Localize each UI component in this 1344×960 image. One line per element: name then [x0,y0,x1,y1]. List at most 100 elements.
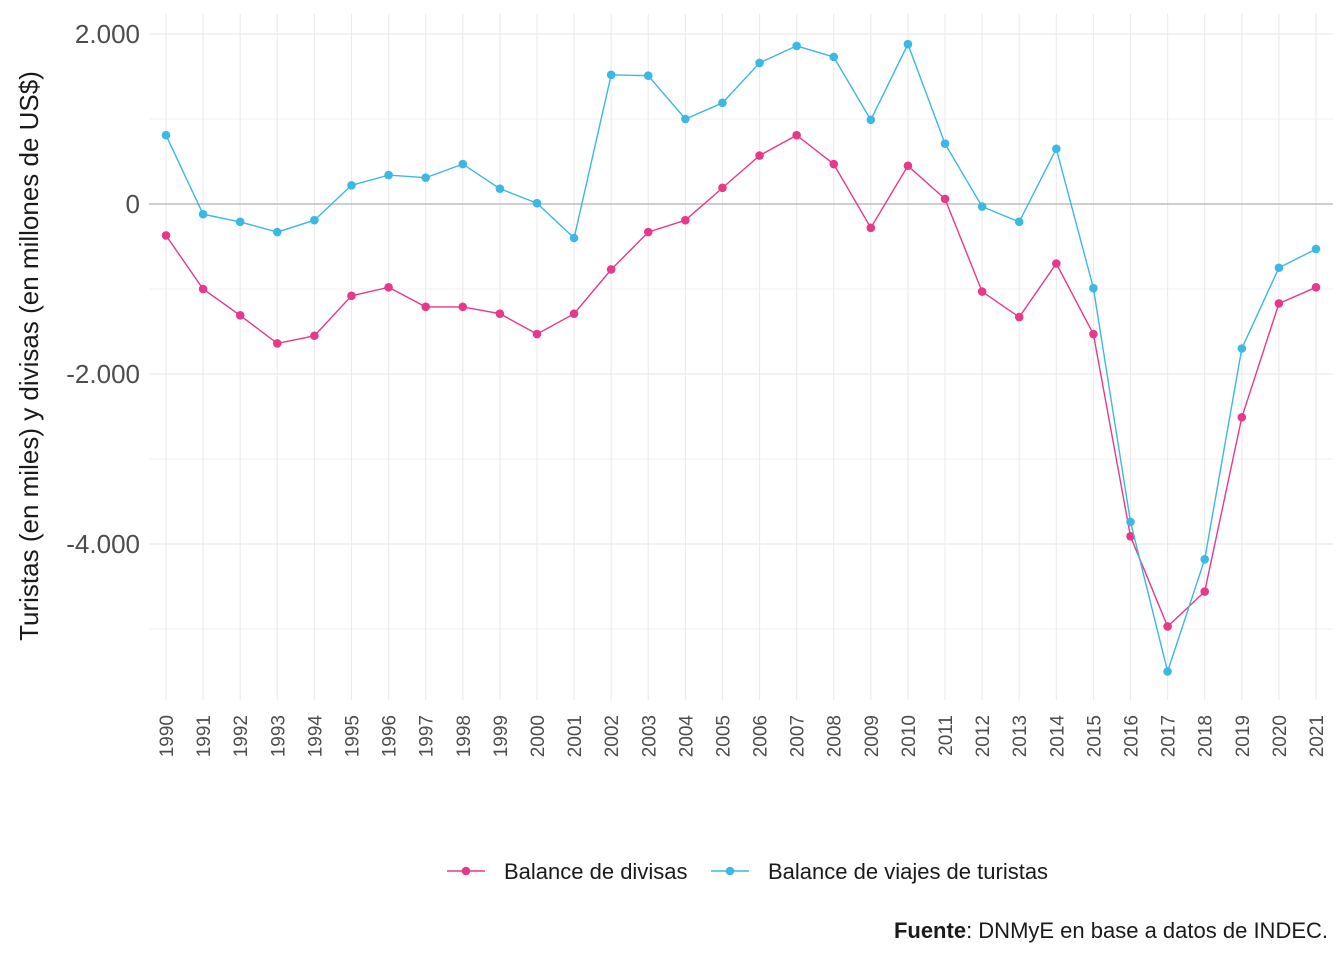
data-point [755,58,764,68]
data-point [1052,259,1061,268]
data-point [384,170,393,180]
data-point [977,202,987,211]
x-tick-label: 2015 [1084,715,1105,757]
x-tick-label: 2009 [862,715,883,757]
data-point [569,233,579,243]
data-point [1052,144,1061,154]
data-point [1311,283,1321,292]
data-point [272,339,282,348]
x-tick-label: 1997 [417,715,438,757]
x-tick-label: 2000 [528,715,549,757]
data-point [866,223,876,233]
legend-label: Balance de viajes de turistas [768,859,1048,884]
data-point [569,309,579,318]
x-tick-label: 2010 [899,715,920,757]
data-point [643,71,653,80]
data-point [606,265,616,274]
x-tick-label: 1993 [268,715,289,757]
x-tick-label: 2017 [1159,715,1180,757]
data-point [161,231,171,240]
data-point [235,311,245,320]
x-tick-label: 2016 [1122,715,1143,757]
legend: Balance de divisas Balance de viajes de t… [447,859,1048,884]
data-point [643,227,653,237]
x-tick-label: 2006 [751,715,772,757]
data-point [1237,344,1247,353]
data-point [458,302,468,312]
data-point [1311,244,1321,254]
data-point [903,161,913,171]
legend-key-point [725,866,735,876]
data-point [792,130,801,140]
data-point [606,70,616,80]
data-point [272,227,282,237]
data-point [532,329,542,339]
data-point [1014,312,1024,322]
y-tick-label: -4.000 [66,529,140,559]
legend-label: Balance de divisas [504,859,687,884]
data-point [347,181,356,190]
data-point [1163,622,1172,631]
data-point [1237,413,1247,422]
data-point [718,98,727,108]
data-point [421,173,430,182]
data-point [495,309,505,318]
data-point [977,287,987,296]
x-tick-label: 2003 [639,715,660,757]
data-point [198,284,208,294]
x-tick-label: 2013 [1010,715,1031,757]
data-point [310,331,319,341]
data-point [310,215,319,225]
data-point [458,159,468,169]
data-point [1126,517,1135,527]
x-tick-label: 2014 [1047,715,1068,758]
data-point [347,291,356,301]
legend-key-point [461,866,471,876]
x-tick-label: 2002 [602,715,623,757]
y-axis: 2.000 0 -2.000 -4.000 [66,19,140,559]
data-point [1089,283,1098,293]
x-tick-label: 1995 [342,715,363,757]
data-point [198,209,208,219]
data-point [1274,299,1284,308]
data-point [755,151,764,160]
data-point [792,41,801,51]
data-point [161,130,171,140]
x-axis: 1990 1991 1992 1993 1994 1995 1996 1997 1998 1999… [157,715,1328,758]
x-tick-label: 1998 [454,715,475,757]
x-tick-label: 2008 [825,715,846,757]
x-tick-label: 1991 [194,715,215,757]
source-note: Fuente: DNMyE en base a datos de INDEC. [894,918,1328,944]
x-tick-label: 1999 [491,715,512,757]
x-tick-label: 2019 [1233,715,1254,757]
x-tick-label: 2007 [788,715,809,757]
x-tick-label: 2021 [1307,715,1328,757]
x-tick-label: 2004 [676,715,697,758]
x-tick-label: 2011 [936,715,957,756]
data-point [421,302,430,312]
series-line-0 [165,134,1317,628]
series-line-1 [165,42,1317,675]
x-tick-label: 2020 [1270,715,1291,757]
y-tick-label: 0 [126,189,140,219]
source-label: Fuente [893,918,967,943]
x-tick-label: 1994 [305,715,326,758]
data-point [235,217,245,227]
data-point [1014,217,1024,227]
x-tick-label: 2001 [565,715,586,757]
data-point [718,183,727,193]
x-tick-label: 1990 [157,715,178,757]
data-point [532,198,542,208]
data-point [829,159,839,169]
data-point [903,39,913,49]
data-point [1200,587,1210,596]
x-tick-label: 1996 [380,715,401,757]
data-point [681,215,690,225]
data-point [681,114,690,124]
data-point [1126,532,1135,541]
data-point [1089,329,1098,339]
data-point [829,52,839,62]
y-tick-label: -2.000 [66,359,140,389]
series-layer [161,39,1321,676]
